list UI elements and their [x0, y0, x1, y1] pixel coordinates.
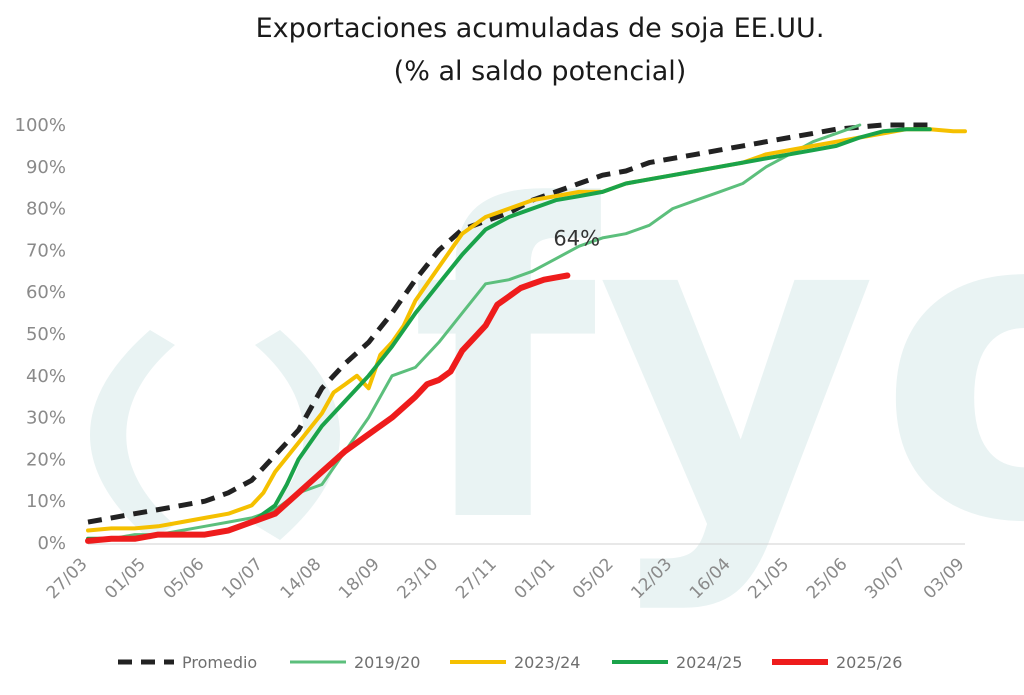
x-tick-label: 27/03 — [43, 554, 92, 603]
y-tick-label: 90% — [26, 157, 66, 178]
annotation-label: 64% — [553, 226, 600, 250]
watermark-bracket — [90, 330, 175, 540]
y-tick-label: 60% — [26, 282, 66, 303]
legend-label: Promedio — [182, 653, 257, 672]
y-tick-label: 10% — [26, 491, 66, 512]
series-line-2019-20 — [86, 123, 862, 541]
watermark-text: fyo — [410, 117, 1024, 617]
watermark-bracket-right — [255, 330, 340, 540]
legend-label: 2019/20 — [354, 653, 420, 672]
series-layer — [85, 122, 967, 544]
y-tick-label: 0% — [37, 533, 66, 554]
legend: Promedio 2019/20 2023/24 2024/25 2025/26 — [118, 653, 902, 672]
y-tick-label: 100% — [15, 115, 66, 136]
legend-label: 2024/25 — [676, 653, 742, 672]
x-tick-label: 10/07 — [218, 554, 267, 603]
chart-title-line2: (% al saldo potencial) — [394, 56, 687, 87]
watermark-logo: fyo — [90, 117, 1024, 617]
y-tick-label: 20% — [26, 449, 66, 470]
series-line-promedio — [87, 122, 930, 525]
legend-label: 2025/26 — [836, 653, 902, 672]
y-tick-label: 80% — [26, 199, 66, 220]
chart-title-line1: Exportaciones acumuladas de soja EE.UU. — [256, 13, 825, 44]
y-tick-label: 30% — [26, 408, 66, 429]
y-axis: 0% 10% 20% 30% 40% 50% 60% 70% 80% 90% 100% — [15, 115, 66, 554]
series-line-2023-24 — [86, 127, 967, 533]
y-tick-label: 70% — [26, 240, 66, 261]
y-tick-label: 50% — [26, 324, 66, 345]
y-tick-label: 40% — [26, 366, 66, 387]
x-tick-label: 05/06 — [160, 554, 209, 603]
series-line-2025-26 — [85, 272, 571, 544]
x-tick-label: 01/05 — [101, 554, 150, 603]
legend-label: 2023/24 — [514, 653, 580, 672]
x-tick-label: 18/09 — [335, 554, 384, 603]
x-tick-label: 14/08 — [277, 554, 326, 603]
